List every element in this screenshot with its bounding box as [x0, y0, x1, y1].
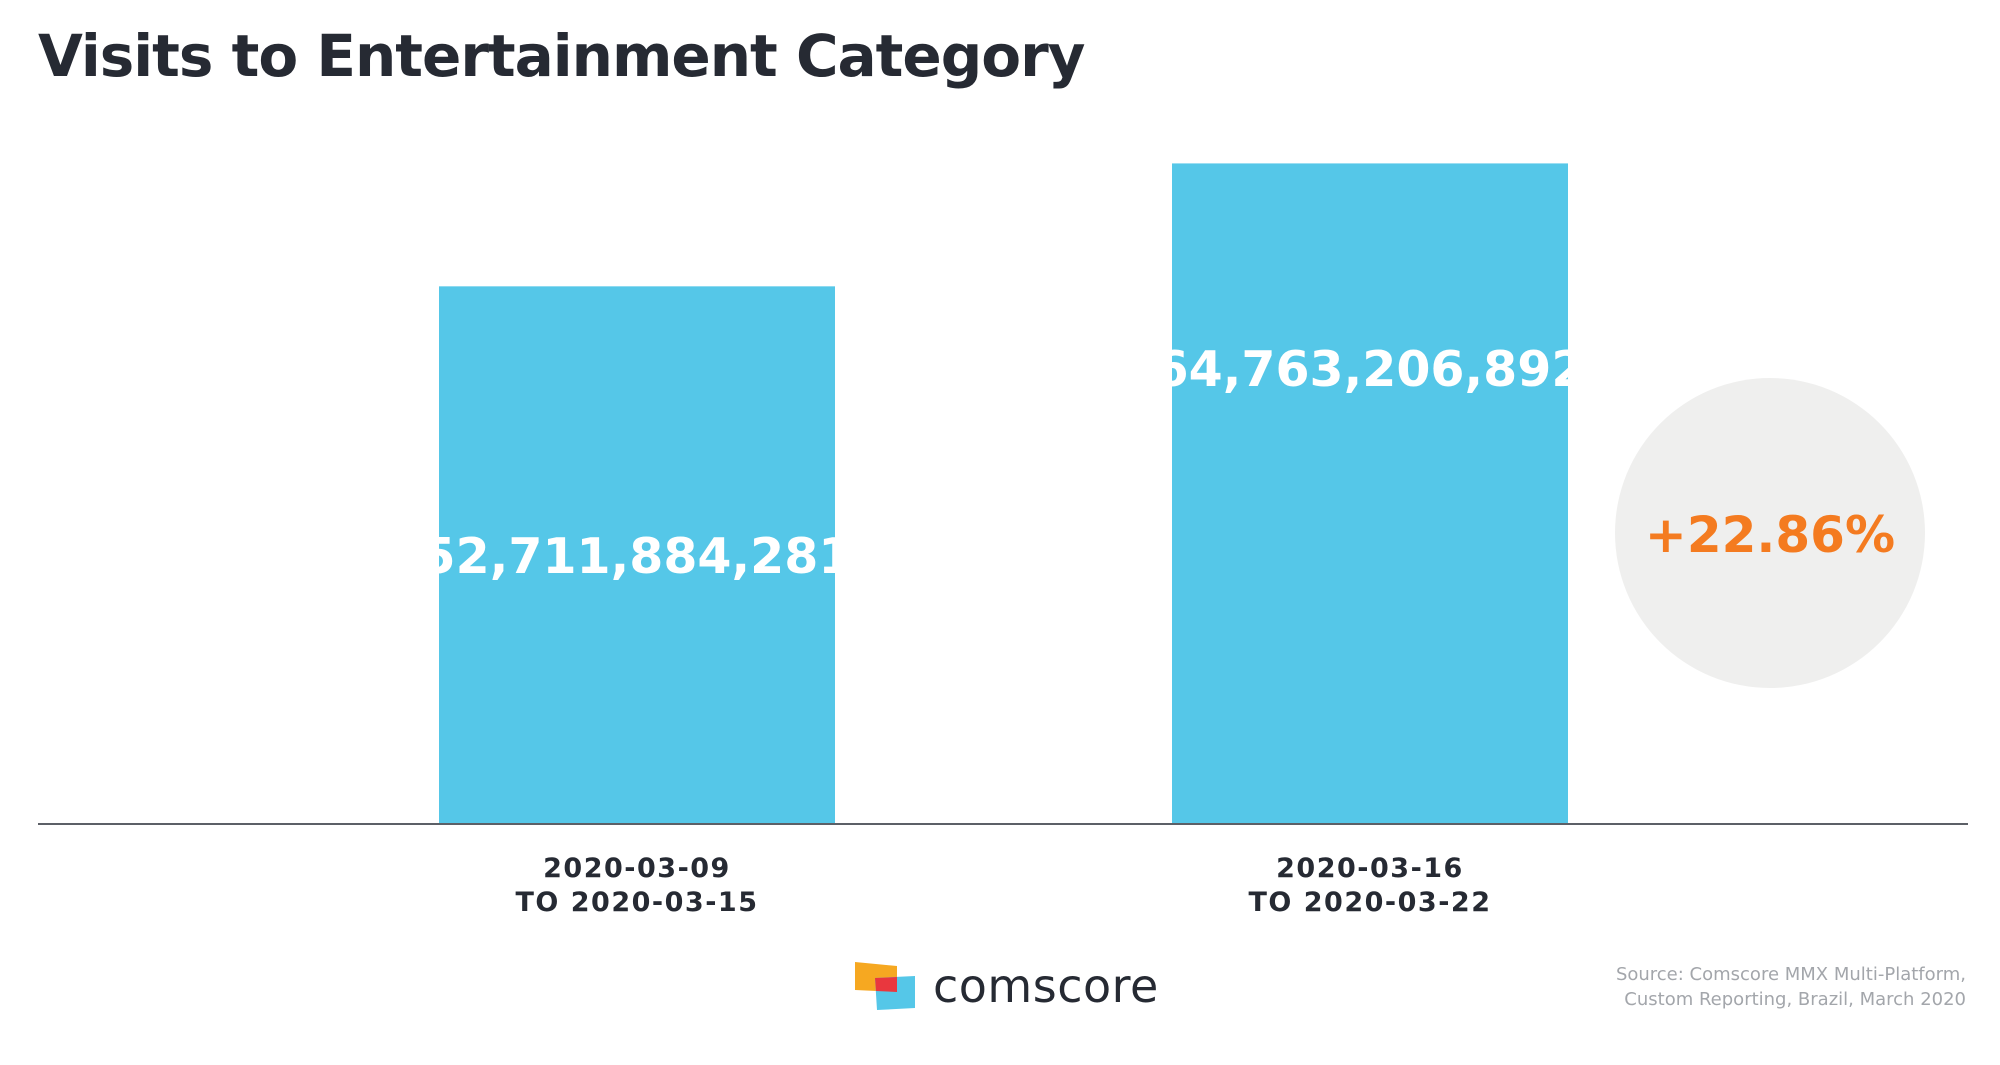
x-tick-label-1-line-2: TO 2020-03-15: [515, 887, 759, 918]
bubble-circle: [1615, 378, 1925, 688]
x-tick-label-1: 2020-03-09 TO 2020-03-15: [427, 852, 847, 920]
percent-change-label: +22.86%: [1645, 506, 1895, 564]
x-tick-label-2-line-2: TO 2020-03-22: [1248, 887, 1492, 918]
bar-1: [439, 286, 835, 825]
source-note: Source: Comscore MMX Multi-Platform, Cus…: [1446, 962, 1966, 1012]
comscore-logo: comscore: [853, 957, 1159, 1015]
x-tick-label-1-line-1: 2020-03-09: [543, 853, 731, 884]
x-tick-label-2: 2020-03-16 TO 2020-03-22: [1160, 852, 1580, 920]
brand-name: comscore: [933, 959, 1159, 1013]
comscore-logo-icon: [855, 962, 915, 1010]
bars-layer: 52,711,884,281 64,763,206,892: [422, 163, 1586, 825]
bar-value-label-1: 52,711,884,281: [422, 528, 853, 585]
bar-2: [1172, 163, 1568, 824]
x-tick-label-2-line-1: 2020-03-16: [1276, 853, 1464, 884]
chart-title: Visits to Entertainment Category: [38, 22, 1085, 90]
source-line-1: Source: Comscore MMX Multi-Platform,: [1615, 964, 1966, 985]
bar-value-label-2: 64,763,206,892: [1155, 341, 1586, 398]
percent-change-bubble: +22.86%: [1615, 378, 1925, 688]
source-line-2: Custom Reporting, Brazil, March 2020: [1624, 989, 1966, 1010]
